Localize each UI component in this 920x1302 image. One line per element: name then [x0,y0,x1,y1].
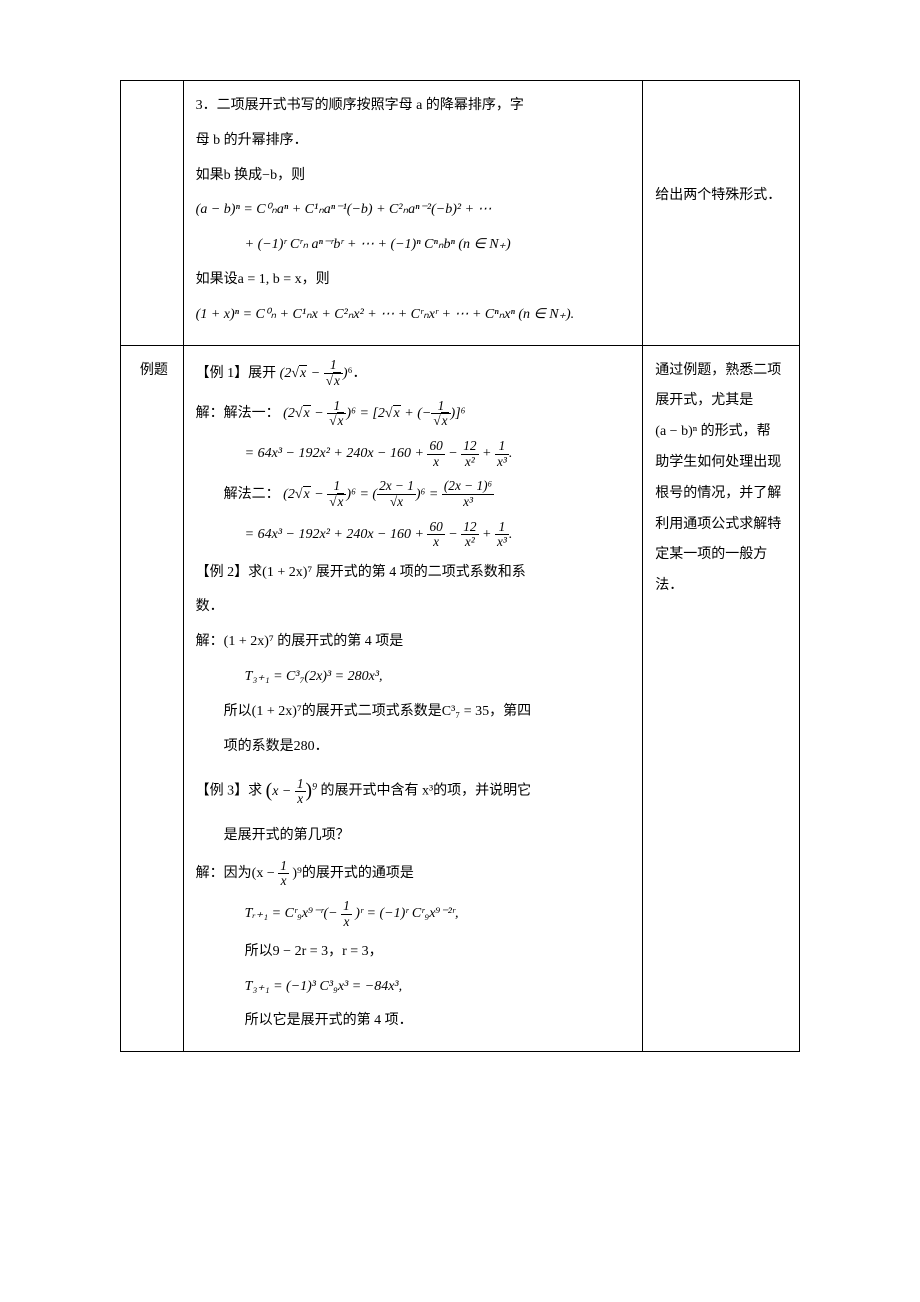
ex2-sol-line1: 解：(1 + 2x)⁷ 的展开式的第 4 项是 [196,627,635,658]
formula-text: (a − b)ⁿ = C⁰ₙaⁿ + C¹ₙaⁿ⁻¹(−b) + C²ₙaⁿ⁻²… [196,202,492,217]
formula-line: (1 + x)ⁿ = C⁰ₙ + C¹ₙx + C²ₙx² + ⋯ + Cʳₙx… [196,300,635,331]
ex1-solution-2: 解法二： (2x − 1x)⁶ = (2x − 1√x)⁶ = (2x − 1)… [196,477,635,513]
ex1-result-line: = 64x³ − 192x² + 240x − 160 + 60x − 12x²… [196,436,635,472]
row1-left-cell [121,81,184,346]
ex3-sol-line1: 解：因为(x − 1x )⁹的展开式的通项是 [196,856,635,892]
result-prefix: = 64x³ − 192x² + 240x − 160 + [245,446,424,461]
ex1-tail: ⁶． [348,366,367,381]
sqrt-x: x [299,365,307,381]
ex3-formula-1: Tᵣ₊₁ = Cʳ₉x⁹⁻ʳ(− 1x )ʳ = (−1)ʳ Cʳ₉x⁹⁻²ʳ, [196,896,635,932]
formula-line: (a − b)ⁿ = C⁰ₙaⁿ + C¹ₙaⁿ⁻¹(−b) + C²ₙaⁿ⁻²… [196,195,635,226]
annotation-line: 展开式，尤其是 [655,386,791,417]
row2-mid-cell: 【例 1】展开 (2x − 1x)⁶． 解：解法一： (2x − 1x)⁶ = … [183,345,643,1052]
result-prefix: = 64x³ − 192x² + 240x − 160 + [245,527,424,542]
formula-text: (1 + x)ⁿ = C⁰ₙ + C¹ₙx + C²ₙx² + ⋯ + Cʳₙx… [196,307,574,322]
annotation: 给出两个特殊形式． [655,181,791,212]
row1-mid-cell: 3．二项展开式书写的顺序按照字母 a 的降幂排序，字 母 b 的升幂排序． 如果… [183,81,643,346]
ex1-label: 【例 1】展开 [196,366,277,381]
ex3-line2: 所以9 − 2r = 3，r = 3， [196,937,635,968]
ex2-conclusion-2: 项的系数是280． [196,732,635,763]
ex3-sol1-b: )⁹的展开式的通项是 [292,866,414,881]
ex3-title-c: 是展开式的第几项？ [196,821,635,852]
annotation-line: 根号的情况，并了解 [655,479,791,510]
ex3-f1-a: Tᵣ₊₁ = Cʳ₉x⁹⁻ʳ(− [245,906,338,921]
text-line: 母 b 的升幂排序． [196,126,635,157]
formula-line: + (−1)ʳ Cʳₙ aⁿ⁻ʳbʳ + ⋯ + (−1)ⁿ Cⁿₙbⁿ (n … [196,230,635,261]
ex3-label-b: 的展开式中含有 x³的项，并说明它 [320,784,531,799]
ex2-formula: T₃₊₁ = C³₇(2x)³ = 280x³, [196,662,635,693]
row2-left-cell: 例题 [121,345,184,1052]
example-2-title-b: 数． [196,592,635,623]
example-2-title-a: 【例 2】求(1 + 2x)⁷ 展开式的第 4 项的二项式系数和系 [196,558,635,589]
sol2-label: 解法二： [224,487,280,502]
annotation-line: (a − b)ⁿ 的形式，帮 [655,417,791,448]
annotation-line: 助学生如何处理出现 [655,448,791,479]
example-3-title: 【例 3】求 (x − 1x)9 的展开式中含有 x³的项，并说明它 [196,766,635,817]
ex3-sol1-a: 解：因为(x − [196,866,275,881]
row-label: 例题 [140,363,168,378]
ex3-conclusion: 所以它是展开式的第 4 项． [196,1006,635,1037]
annotation-line: 通过例题，熟悉二项 [655,356,791,387]
ex2-conclusion-1: 所以(1 + 2x)⁷的展开式二项式系数是C³₇ = 35，第四 [196,697,635,728]
text-line: 如果设a = 1, b = x，则 [196,265,635,296]
row2-right-cell: 通过例题，熟悉二项 展开式，尤其是 (a − b)ⁿ 的形式，帮 助学生如何处理… [643,345,800,1052]
ex1-solution-1: 解：解法一： (2x − 1x)⁶ = [2x + (−1x)]⁶ [196,396,635,432]
text-line: 如果b 换成−b，则 [196,161,635,192]
annotation-line: 利用通项公式求解特 [655,510,791,541]
row-2: 例题 【例 1】展开 (2x − 1x)⁶． 解：解法一： (2x − 1x)⁶… [121,345,800,1052]
text-line: 3．二项展开式书写的顺序按照字母 a 的降幂排序，字 [196,91,635,122]
annotation-line: 定某一项的一般方 [655,540,791,571]
sol-label: 解：解法一： [196,406,280,421]
ex3-label-a: 【例 3】求 [196,784,263,799]
power-9: 9 [312,781,317,792]
row1-right-cell: 给出两个特殊形式． [643,81,800,346]
ex3-formula-2: T₃₊₁ = (−1)³ C³₉x³ = −84x³, [196,972,635,1003]
example-1-title: 【例 1】展开 (2x − 1x)⁶． [196,356,635,392]
ex1-result-line-2: = 64x³ − 192x² + 240x − 160 + 60x − 12x²… [196,517,635,553]
lesson-table: 3．二项展开式书写的顺序按照字母 a 的降幂排序，字 母 b 的升幂排序． 如果… [120,80,800,1052]
formula-text: + (−1)ʳ Cʳₙ aⁿ⁻ʳbʳ + ⋯ + (−1)ⁿ Cⁿₙbⁿ (n … [245,237,511,252]
annotation-line: 法． [655,571,791,602]
row-1: 3．二项展开式书写的顺序按照字母 a 的降幂排序，字 母 b 的升幂排序． 如果… [121,81,800,346]
ex3-f1-b: )ʳ = (−1)ʳ Cʳ₉x⁹⁻²ʳ, [355,906,458,921]
sqrt-x: x [333,372,341,388]
